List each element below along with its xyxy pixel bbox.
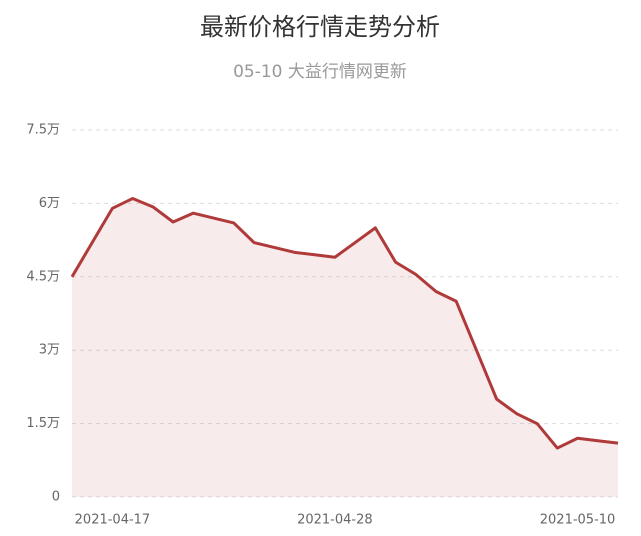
y-tick-label: 4.5万 bbox=[26, 269, 60, 284]
y-tick-label: 7.5万 bbox=[26, 123, 60, 138]
line bbox=[70, 197, 619, 450]
y-tick-label: 3万 bbox=[39, 343, 60, 358]
chart-title: 最新价格行情走势分析 bbox=[200, 13, 440, 41]
chart-subtitle: 05-10 大益行情网更新 bbox=[233, 62, 407, 82]
y-tick-label: 0 bbox=[52, 490, 60, 505]
area-fill bbox=[72, 198, 618, 498]
y-tick-label: 1.5万 bbox=[26, 416, 60, 431]
x-tick-label: 2021-05-10 bbox=[540, 513, 616, 528]
x-tick-label: 2021-04-17 bbox=[75, 513, 151, 528]
x-tick-label: 2021-04-28 bbox=[297, 513, 373, 528]
y-tick-label: 6万 bbox=[39, 196, 60, 211]
